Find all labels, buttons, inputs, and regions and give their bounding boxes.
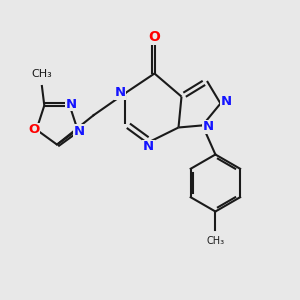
Text: CH₃: CH₃ xyxy=(32,69,52,80)
Text: N: N xyxy=(114,86,126,100)
Text: O: O xyxy=(148,30,160,44)
Text: N: N xyxy=(74,125,85,138)
Text: N: N xyxy=(66,98,77,110)
Text: N: N xyxy=(203,120,214,134)
Text: CH₃: CH₃ xyxy=(206,236,224,245)
Text: N: N xyxy=(220,94,232,108)
Text: N: N xyxy=(143,140,154,154)
Text: O: O xyxy=(28,123,40,136)
